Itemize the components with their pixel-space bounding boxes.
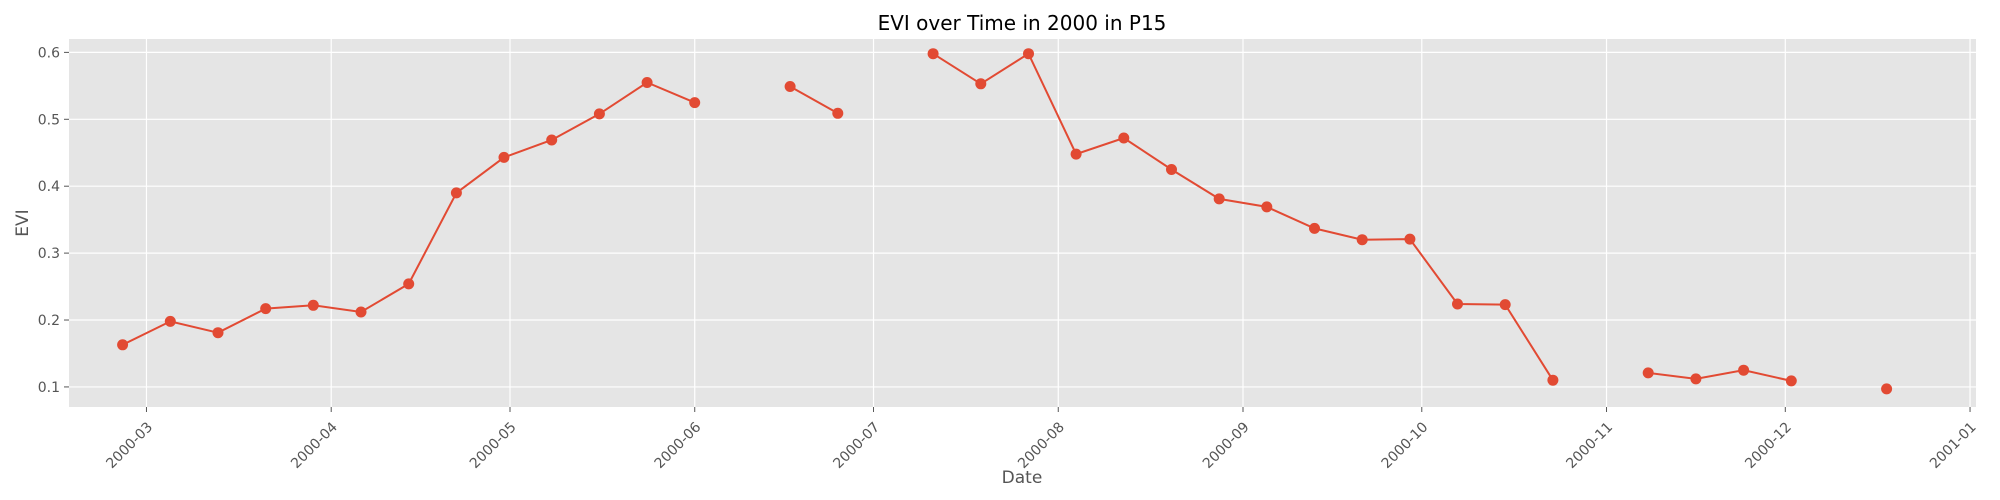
data-point [784, 81, 796, 92]
data-point [832, 107, 844, 119]
data-point [1023, 48, 1034, 60]
series-line-segment [789, 85, 839, 115]
data-point [164, 315, 176, 327]
y-tick-label: 0.1 [38, 380, 60, 396]
series-line-segment [932, 52, 1554, 381]
x-tick-label: 2000-12 [1742, 419, 1795, 472]
data-point [1309, 222, 1320, 234]
data-point [1118, 132, 1130, 144]
data-point [1642, 367, 1654, 379]
data-point [975, 78, 987, 90]
data-point [927, 48, 939, 60]
data-point [450, 187, 462, 199]
data-point [1070, 148, 1082, 160]
y-tick-label: 0.4 [38, 179, 60, 195]
data-point [641, 77, 653, 88]
data-point [593, 108, 605, 120]
x-tick-label: 2000-10 [1379, 419, 1432, 472]
chart-title: EVI over Time in 2000 in P15 [878, 11, 1167, 35]
data-point [689, 97, 701, 109]
x-tick-label: 2000-04 [288, 419, 341, 472]
x-tick-label: 2001-01 [1927, 419, 1980, 472]
data-point [1452, 298, 1463, 310]
data-point [1404, 233, 1416, 245]
data-point [1547, 374, 1559, 386]
x-axis-label: Date [1002, 468, 1043, 488]
plot-area [69, 39, 1976, 407]
data-point [403, 278, 415, 290]
data-point [546, 134, 558, 146]
data-point [1881, 383, 1893, 395]
data-point [212, 327, 224, 339]
data-point [1166, 164, 1177, 175]
data-point [355, 306, 367, 318]
data-point [1690, 373, 1702, 385]
y-tick-label: 0.2 [38, 313, 60, 329]
data-point [117, 339, 129, 351]
data-point [498, 151, 510, 163]
grid-lines [69, 39, 1976, 407]
data-point [1356, 234, 1368, 246]
series-layer [117, 48, 1893, 395]
x-tick-label: 2000-06 [652, 419, 705, 472]
data-point [307, 299, 319, 311]
x-tick-label: 2000-05 [467, 419, 520, 472]
data-point [1738, 364, 1750, 376]
series-line-segment [1648, 369, 1792, 382]
y-tick-label: 0.3 [38, 246, 60, 262]
y-tick-label: 0.6 [38, 45, 60, 61]
y-tick-label: 0.5 [38, 112, 60, 128]
x-tick-label: 2000-08 [1015, 419, 1068, 472]
x-tick-label: 2000-07 [830, 419, 883, 472]
y-axis-label: EVI [13, 209, 33, 236]
x-tick-label: 2000-11 [1563, 419, 1616, 472]
data-point [1499, 299, 1511, 311]
data-point [260, 303, 272, 315]
data-point [1261, 201, 1273, 213]
data-point [1785, 375, 1797, 387]
x-tick-label: 2000-09 [1200, 419, 1253, 472]
x-tick-label: 2000-03 [103, 419, 156, 472]
data-point [1213, 193, 1225, 205]
